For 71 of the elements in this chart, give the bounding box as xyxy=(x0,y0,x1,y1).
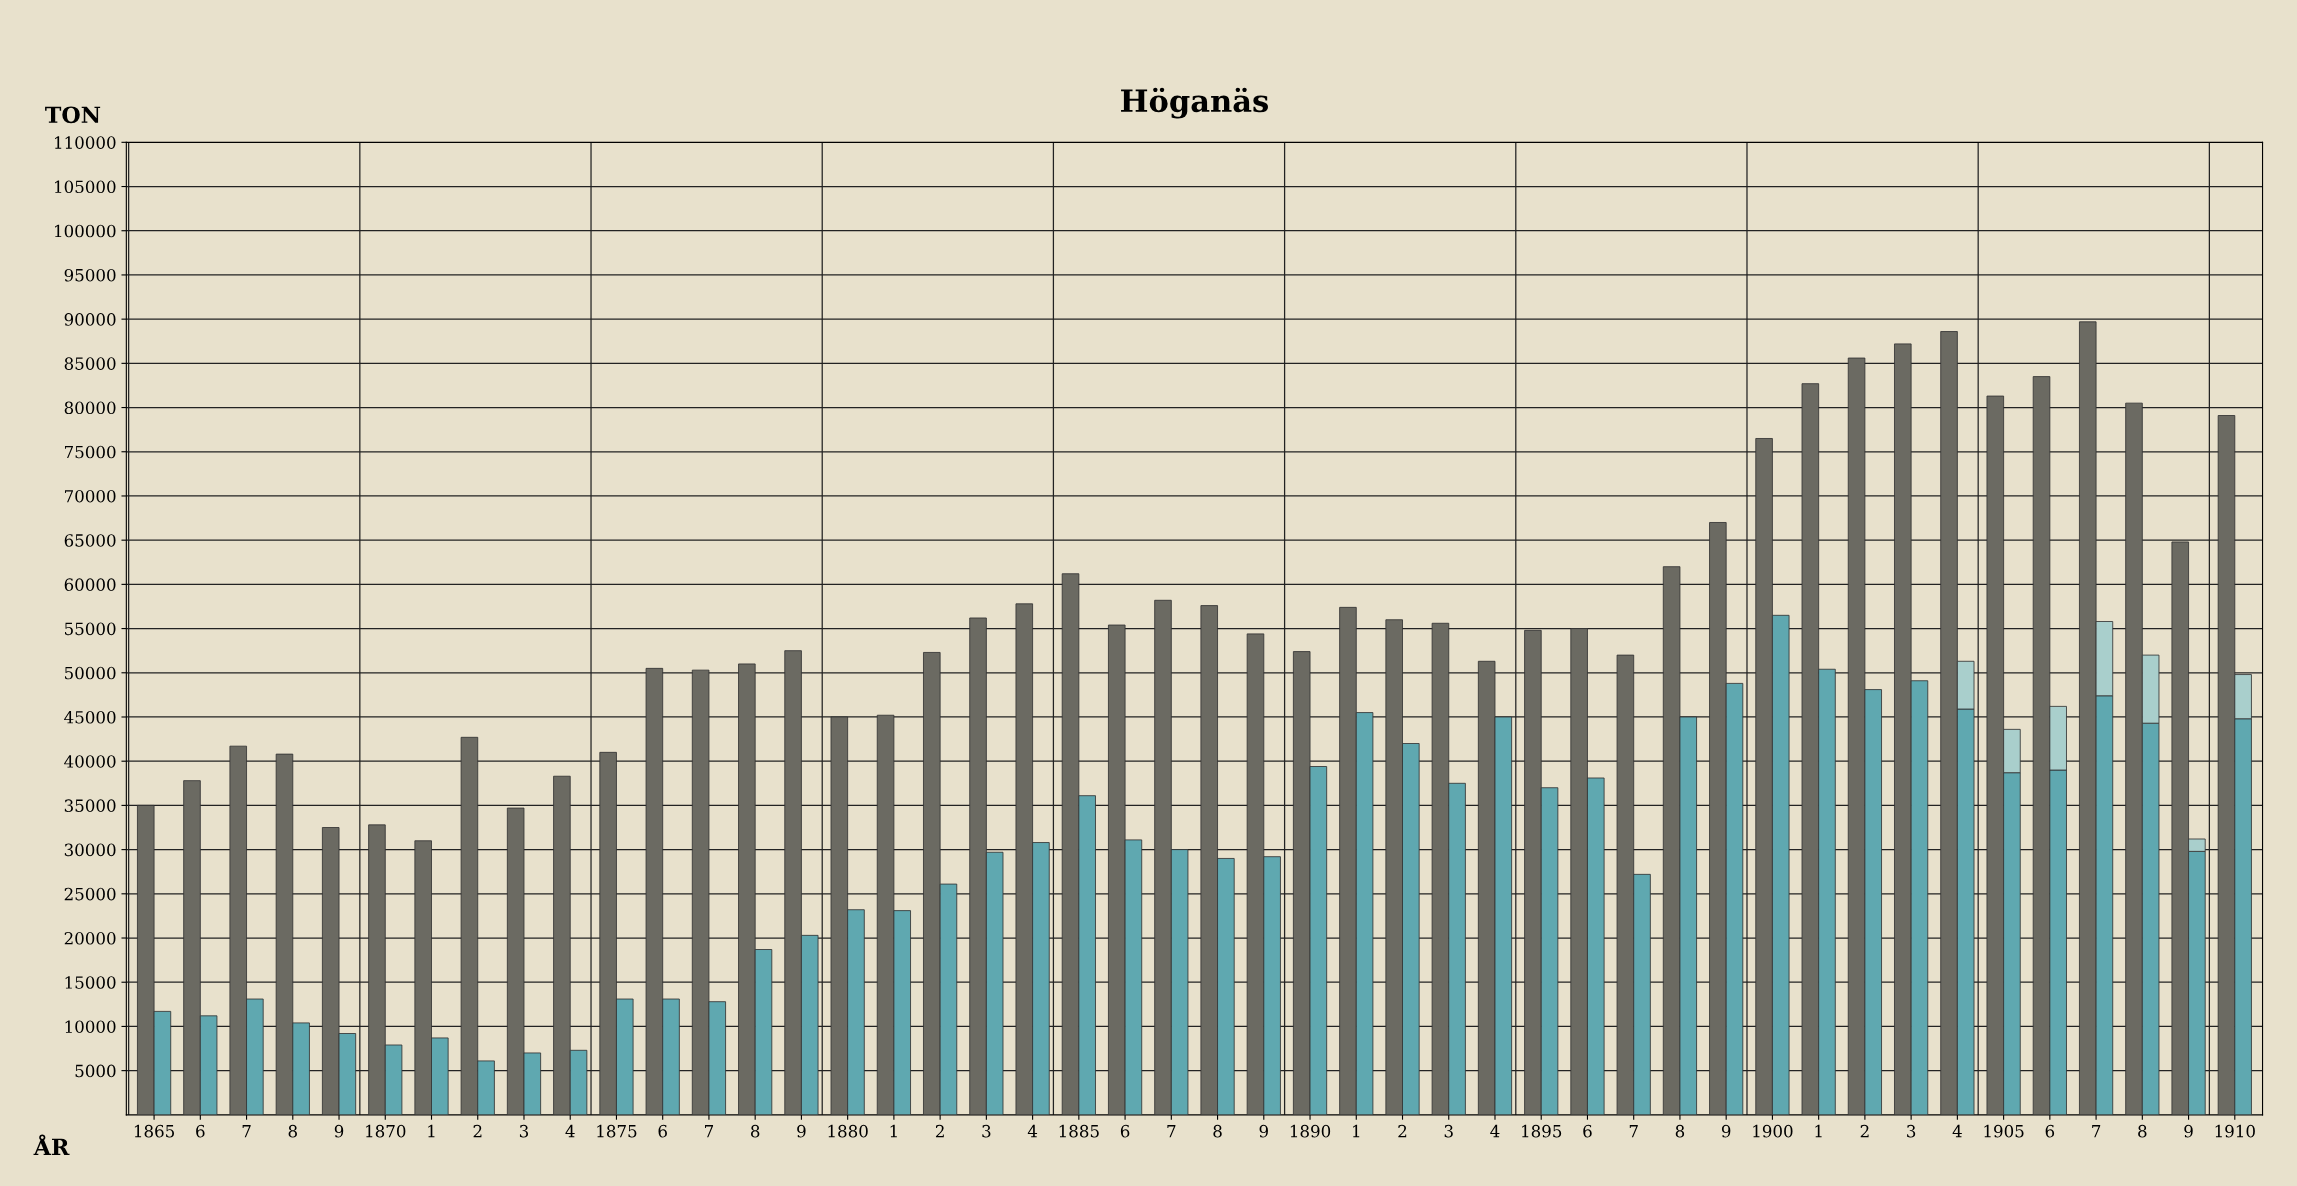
y-tick-label: 85000 xyxy=(64,357,116,370)
x-tick-label: 2 xyxy=(473,1124,482,1138)
y-tick-label: 50000 xyxy=(65,666,116,680)
x-tick-label: 2 xyxy=(1860,1124,1869,1138)
y-tick-label: 65000 xyxy=(64,534,116,547)
x-tick-label: 6 xyxy=(1583,1124,1592,1138)
x-tick-label: 7 xyxy=(242,1125,251,1138)
y-tick-label: 110000 xyxy=(55,136,116,149)
x-tick-label: 9 xyxy=(1721,1124,1731,1138)
x-tick-label: 2 xyxy=(1398,1124,1407,1138)
x-tick-label: 3 xyxy=(1907,1124,1916,1138)
x-tick-label: 9 xyxy=(2184,1124,2193,1138)
x-tick-label: 1 xyxy=(428,1124,435,1138)
x-tick-label: 1870 xyxy=(366,1124,406,1138)
chart-title: Höganäs xyxy=(1121,87,1268,119)
y-tick-label: 30000 xyxy=(64,843,116,857)
x-tick-label: 7 xyxy=(1167,1125,1176,1138)
x-tick-label: 6 xyxy=(2045,1124,2055,1138)
x-tick-label: 3 xyxy=(519,1124,529,1138)
y-tick-label: 15000 xyxy=(65,976,116,989)
x-tick-label: 1 xyxy=(1353,1124,1360,1138)
x-tick-label: 6 xyxy=(196,1124,205,1138)
x-axis-title: ÅR xyxy=(33,1134,70,1156)
y-tick-label: 20000 xyxy=(64,931,116,945)
x-tick-label: 6 xyxy=(658,1124,667,1138)
y-tick-label: 60000 xyxy=(64,578,116,591)
x-tick-label: 8 xyxy=(288,1124,297,1138)
y-tick-label: 90000 xyxy=(64,313,116,326)
x-tick-label: 6 xyxy=(1120,1124,1130,1138)
x-tick-label: 4 xyxy=(565,1124,575,1138)
x-tick-label: 1900 xyxy=(1753,1124,1793,1138)
x-tick-label: 1910 xyxy=(2215,1124,2255,1138)
x-tick-label: 2 xyxy=(935,1124,944,1138)
y-tick-label: 25000 xyxy=(64,887,116,901)
x-tick-label: 4 xyxy=(1952,1124,1962,1138)
y-tick-label: 55000 xyxy=(65,622,116,636)
y-tick-label: 10000 xyxy=(65,1020,116,1033)
x-tick-label: 4 xyxy=(1027,1124,1038,1138)
y-axis-title: TON xyxy=(45,106,101,124)
y-tick-label: 35000 xyxy=(64,799,116,812)
y-tick-label: 95000 xyxy=(64,268,116,282)
y-tick-label: 80000 xyxy=(64,401,116,415)
y-tick-label: 105000 xyxy=(55,180,116,194)
x-tick-label: 8 xyxy=(1675,1124,1685,1138)
y-tick-label: 5000 xyxy=(75,1064,116,1078)
x-tick-label: 1875 xyxy=(597,1124,637,1138)
y-tick-label: 40000 xyxy=(64,755,116,768)
x-tick-label: 7 xyxy=(705,1125,714,1138)
x-tick-label: 1880 xyxy=(828,1124,868,1138)
x-tick-label: 7 xyxy=(1629,1125,1638,1138)
x-tick-label: 8 xyxy=(1213,1124,1222,1138)
x-tick-label: 9 xyxy=(797,1124,806,1138)
x-tick-label: 1890 xyxy=(1290,1124,1331,1138)
x-tick-label: 4 xyxy=(1490,1124,1500,1138)
x-tick-label: 1 xyxy=(890,1124,897,1138)
x-tick-label: 7 xyxy=(2092,1125,2101,1138)
x-tick-label: 9 xyxy=(1259,1124,1268,1138)
y-tick-label: 75000 xyxy=(64,445,116,459)
x-tick-label: 8 xyxy=(750,1124,760,1138)
x-tick-label: 1 xyxy=(1815,1124,1822,1138)
x-tick-label: 3 xyxy=(982,1124,991,1138)
x-tick-label: 1895 xyxy=(1522,1124,1562,1138)
x-tick-label: 3 xyxy=(1444,1124,1453,1138)
x-tick-label: 9 xyxy=(334,1124,344,1138)
y-tick-label: 70000 xyxy=(64,489,116,503)
x-tick-label: 1865 xyxy=(134,1124,174,1138)
y-tick-label: 45000 xyxy=(64,710,116,724)
x-tick-label: 1885 xyxy=(1059,1124,1099,1138)
x-tick-label: 1905 xyxy=(1984,1124,2024,1138)
x-tick-label: 8 xyxy=(2138,1124,2147,1138)
y-tick-label: 100000 xyxy=(55,224,116,238)
